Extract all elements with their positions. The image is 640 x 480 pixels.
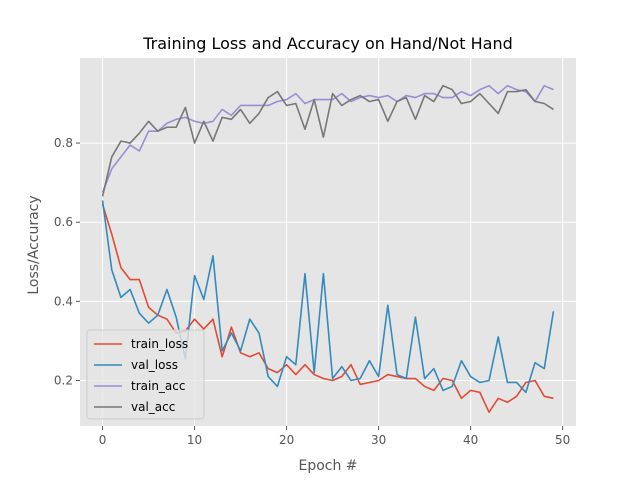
chart-title: Training Loss and Accuracy on Hand/Not H… [142, 34, 513, 53]
y-axis-label: Loss/Accuracy [26, 195, 42, 294]
y-tick-label: 0.4 [54, 294, 73, 308]
y-tick-label: 0.8 [54, 136, 73, 150]
y-tick-label: 0.2 [54, 373, 73, 387]
x-tick-label: 20 [279, 433, 294, 447]
legend: train_loss val_loss train_acc val_acc [86, 329, 205, 420]
ticks-group: 0 10 20 30 40 50 0.2 0.4 0.6 0.8 [54, 136, 570, 447]
series-line-val-loss [101, 200, 555, 394]
legend-label-val-acc: val_acc [131, 400, 175, 414]
series-line-train-acc [101, 84, 554, 193]
x-tick-label: 0 [99, 433, 107, 447]
x-tick-label: 50 [555, 433, 570, 447]
x-tick-label: 40 [463, 433, 478, 447]
series-line-val-acc [101, 84, 554, 197]
y-tick-label: 0.6 [54, 215, 73, 229]
legend-label-train-acc: train_acc [131, 379, 185, 393]
legend-box [86, 329, 205, 420]
x-tick-label: 30 [371, 433, 386, 447]
legend-label-train-loss: train_loss [131, 337, 188, 351]
x-axis-label: Epoch # [298, 458, 357, 474]
legend-label-val-loss: val_loss [131, 358, 178, 372]
x-tick-label: 10 [187, 433, 202, 447]
